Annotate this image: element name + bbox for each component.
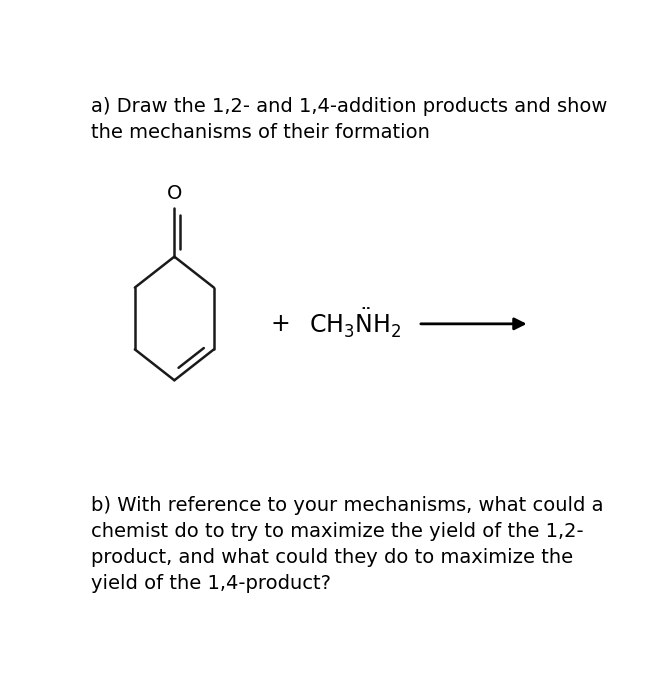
Text: O: O [167,183,182,203]
Text: CH$_3\ddot{\mathrm{N}}$H$_2$: CH$_3\ddot{\mathrm{N}}$H$_2$ [309,307,401,340]
Text: +: + [271,312,290,336]
Text: b) With reference to your mechanisms, what could a
chemist do to try to maximize: b) With reference to your mechanisms, wh… [92,496,604,593]
Text: a) Draw the 1,2- and 1,4-addition products and show
the mechanisms of their form: a) Draw the 1,2- and 1,4-addition produc… [92,97,607,142]
